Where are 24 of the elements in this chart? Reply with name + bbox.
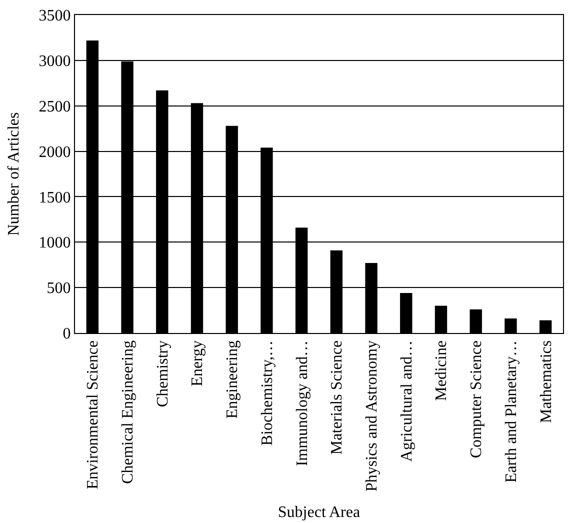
- x-tick-label: Computer Science: [468, 340, 486, 458]
- x-tick-label: Agricultural and…: [398, 340, 416, 462]
- y-tick-label: 3500: [38, 8, 71, 25]
- x-tick-label: Earth and Planetary…: [502, 340, 520, 483]
- x-axis-title: Subject Area: [278, 504, 360, 522]
- x-tick-label: Energy: [189, 340, 206, 386]
- x-tick-label: Mathematics: [538, 340, 555, 424]
- x-tick-label: Materials Science: [328, 340, 346, 455]
- y-tick-label: 0: [62, 326, 71, 343]
- x-tick-label: Chemical Engineering: [119, 340, 136, 484]
- x-tick-label: Physics and Astronomy: [363, 340, 380, 492]
- x-tick-label: Engineering: [224, 340, 242, 419]
- x-tick-label: Chemistry: [154, 340, 172, 408]
- y-tick-label: 3000: [38, 53, 71, 70]
- x-tick-label: Biochemistry,…: [258, 340, 276, 446]
- y-tick-label: 1500: [38, 189, 71, 206]
- y-axis-title: Number of Articles: [6, 112, 23, 236]
- y-tick-label: 2000: [38, 144, 71, 161]
- x-tick-label: Environmental Science: [84, 340, 102, 490]
- y-tick-label: 500: [46, 280, 71, 298]
- y-tick-label: 1000: [38, 234, 71, 252]
- x-tick-label: Immunology and…: [294, 340, 311, 466]
- x-tick-label: Medicine: [433, 340, 450, 401]
- y-tick-label: 2500: [38, 98, 71, 116]
